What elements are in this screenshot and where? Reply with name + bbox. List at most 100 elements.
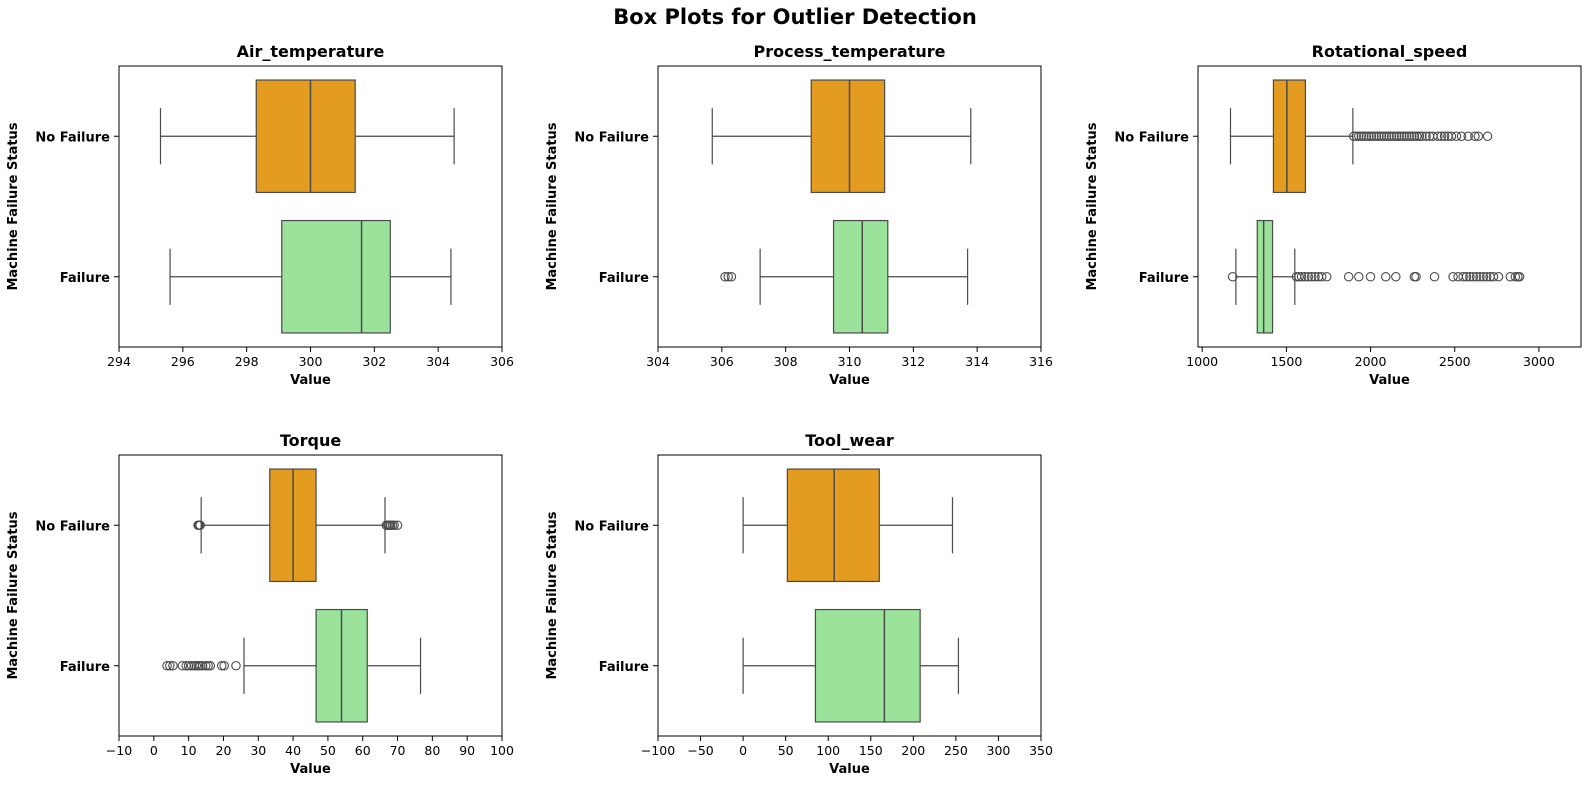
outlier-point xyxy=(1446,131,1457,142)
outlier-point xyxy=(1514,271,1525,282)
y-axis-label: Machine Failure Status xyxy=(545,511,560,679)
x-tick-label: 250 xyxy=(944,743,968,758)
plot-frame xyxy=(657,454,1042,737)
outlier-point xyxy=(1366,131,1377,142)
y-axis-label: Machine Failure Status xyxy=(1085,122,1100,290)
outlier-point xyxy=(1473,131,1484,142)
outlier-point xyxy=(1436,131,1447,142)
subplot-title: Air_temperature xyxy=(237,42,385,61)
iqr-box xyxy=(281,219,391,334)
outlier-point xyxy=(1348,131,1359,142)
subplot-title: Process_temperature xyxy=(754,42,946,61)
outlier-point xyxy=(1463,131,1473,142)
outlier-point xyxy=(1386,131,1397,142)
box-no-failure xyxy=(159,79,455,194)
y-tick-label: No Failure xyxy=(574,519,649,534)
x-tick-label: −100 xyxy=(641,743,675,758)
outlier-point xyxy=(1482,131,1493,142)
x-tick-label: 1500 xyxy=(1270,354,1302,369)
outlier-point xyxy=(1384,131,1394,142)
outlier-point xyxy=(1407,131,1417,142)
outlier-point xyxy=(1402,131,1412,142)
outlier-point xyxy=(1478,271,1489,282)
y-tick-label: Failure xyxy=(1139,271,1189,286)
outlier-point xyxy=(1411,271,1421,282)
x-axis-label: Value xyxy=(290,762,331,777)
y-tick-label: Failure xyxy=(599,660,649,675)
x-axis-label: Value xyxy=(1369,373,1410,388)
outlier-point xyxy=(1371,131,1382,142)
box-failure xyxy=(162,608,422,723)
y-axis-label: Machine Failure Status xyxy=(6,511,21,679)
subplot-title: Tool_wear xyxy=(805,431,894,450)
outlier-point xyxy=(1303,271,1314,282)
box-failure xyxy=(169,219,452,334)
x-tick-label: 3000 xyxy=(1523,354,1555,369)
x-axis-label: Value xyxy=(829,373,870,388)
outlier-point xyxy=(1391,271,1401,282)
x-tick-label: 0 xyxy=(739,743,747,758)
outlier-point xyxy=(1380,271,1391,282)
outlier-point xyxy=(1354,131,1364,142)
y-tick-label: Failure xyxy=(60,660,110,675)
iqr-box xyxy=(832,219,889,334)
plot-frame xyxy=(1197,65,1582,348)
outlier-point xyxy=(1379,131,1389,142)
outlier-point xyxy=(1343,271,1354,282)
outlier-point xyxy=(1461,271,1472,282)
box-no-failure xyxy=(711,79,972,194)
outlier-point xyxy=(205,660,215,671)
outlier-point xyxy=(216,660,227,671)
y-axis-label: Machine Failure Status xyxy=(6,122,21,290)
subplot-title: Torque xyxy=(280,431,342,450)
outlier-point xyxy=(1456,131,1467,142)
outlier-point xyxy=(1510,271,1521,282)
x-tick-label: 2000 xyxy=(1355,354,1387,369)
outlier-point xyxy=(1493,271,1504,282)
outlier-point xyxy=(1351,131,1362,142)
outlier-point xyxy=(168,660,178,671)
subplot-air-temperature: Air_temperature No Failure Failure 294 296 29… xyxy=(6,42,514,388)
y-tick-label: Failure xyxy=(599,271,649,286)
x-tick-label: 300 xyxy=(987,743,1011,758)
outlier-point xyxy=(162,660,172,671)
outlier-point xyxy=(1412,131,1422,142)
outlier-point xyxy=(720,271,730,282)
box-no-failure xyxy=(193,468,403,583)
y-axis-label: Machine Failure Status xyxy=(545,122,560,290)
x-axis-label: Value xyxy=(829,762,870,777)
x-tick-label: 80 xyxy=(424,743,440,758)
subplot-process-temperature: Process_temperature No Failure Failure 304 3… xyxy=(545,42,1053,388)
x-tick-label: 310 xyxy=(838,354,862,369)
outlier-point xyxy=(723,271,733,282)
outlier-point xyxy=(1376,131,1387,142)
y-tick-label: No Failure xyxy=(35,519,110,534)
box-no-failure xyxy=(1229,79,1493,194)
outlier-point xyxy=(1451,131,1462,142)
outlier-point xyxy=(1465,271,1475,282)
x-tick-label: 40 xyxy=(285,743,301,758)
x-tick-label: 302 xyxy=(362,354,386,369)
outlier-point xyxy=(1361,131,1372,142)
outlier-point xyxy=(1433,131,1443,142)
box-failure xyxy=(1227,219,1525,334)
outlier-point xyxy=(177,660,188,671)
outlier-point xyxy=(1364,131,1374,142)
outlier-point xyxy=(1300,271,1310,282)
outlier-point xyxy=(1381,131,1392,142)
outlier-point xyxy=(1359,131,1369,142)
outlier-point xyxy=(1505,271,1516,282)
x-tick-label: 90 xyxy=(459,743,475,758)
iqr-box xyxy=(1272,79,1307,194)
outlier-point xyxy=(1421,131,1431,142)
outlier-point xyxy=(1429,271,1440,282)
x-tick-label: 30 xyxy=(250,743,266,758)
outlier-point xyxy=(1481,271,1492,282)
x-tick-label: 350 xyxy=(1029,743,1053,758)
box-no-failure xyxy=(742,468,954,583)
y-tick-label: Failure xyxy=(60,271,110,286)
outlier-point xyxy=(1409,131,1420,142)
figure-title: Box Plots for Outlier Detection xyxy=(613,5,977,29)
outlier-point xyxy=(1470,131,1480,142)
outlier-point xyxy=(1296,271,1307,282)
